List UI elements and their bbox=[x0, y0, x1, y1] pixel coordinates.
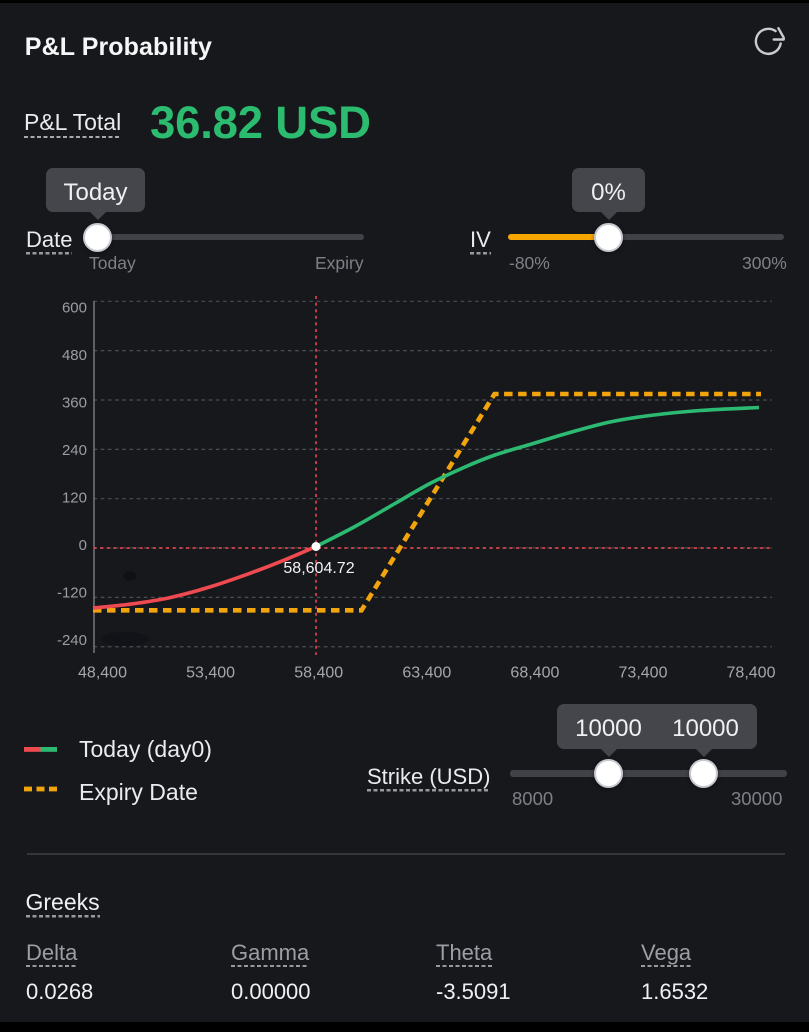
svg-text:-240: -240 bbox=[57, 632, 87, 649]
svg-text:240: 240 bbox=[62, 442, 87, 459]
svg-text:78,400: 78,400 bbox=[727, 665, 776, 682]
svg-text:58,400: 58,400 bbox=[294, 665, 343, 682]
svg-text:73,400: 73,400 bbox=[619, 665, 668, 682]
svg-text:63,400: 63,400 bbox=[402, 665, 451, 682]
svg-text:120: 120 bbox=[62, 489, 87, 506]
svg-text:600: 600 bbox=[62, 299, 87, 316]
svg-text:58,604.72: 58,604.72 bbox=[283, 560, 354, 577]
svg-text:68,400: 68,400 bbox=[510, 665, 559, 682]
svg-text:360: 360 bbox=[62, 394, 87, 411]
svg-text:-120: -120 bbox=[57, 584, 87, 601]
svg-text:480: 480 bbox=[62, 347, 87, 364]
svg-text:53,400: 53,400 bbox=[186, 665, 235, 682]
svg-text:48,400: 48,400 bbox=[78, 665, 127, 682]
svg-text:0: 0 bbox=[79, 537, 87, 554]
